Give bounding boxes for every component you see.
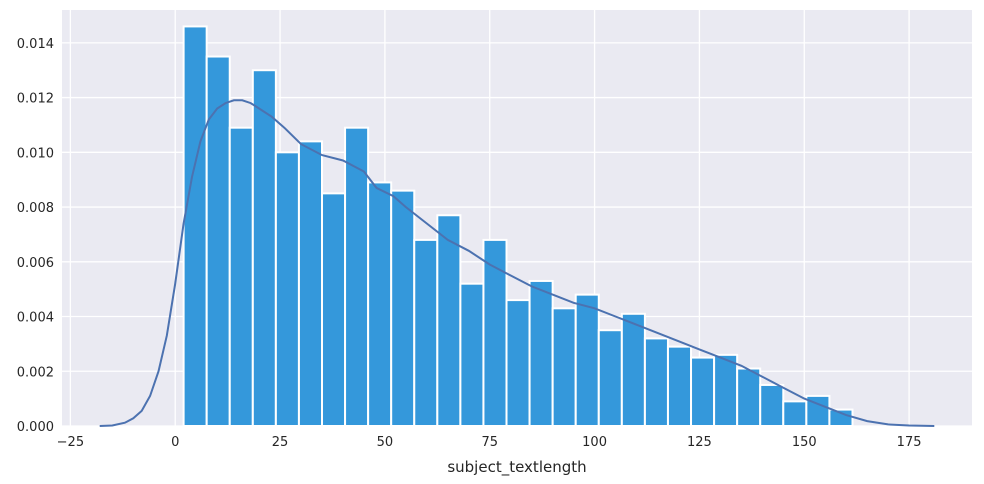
y-tick-label: 0.004	[17, 311, 54, 326]
kde-line	[99, 99, 935, 427]
x-tick-label: 175	[897, 435, 922, 450]
x-tick-label: 150	[792, 435, 817, 450]
histogram-bar	[643, 337, 669, 427]
histogram-bar	[528, 279, 554, 427]
histogram-bars	[182, 25, 854, 428]
y-tick-label: 0.012	[17, 92, 54, 107]
histogram-bar	[390, 189, 416, 427]
histogram-bar	[713, 353, 739, 427]
y-tick-label: 0.002	[17, 365, 54, 380]
histogram-bar	[690, 356, 716, 427]
histogram-bar	[251, 69, 277, 427]
histogram-bar	[367, 181, 393, 427]
histogram-bar	[574, 293, 600, 428]
histogram-bar	[228, 126, 254, 428]
x-tick-label: 25	[272, 435, 289, 450]
histogram-bar	[736, 367, 762, 427]
histogram-bar	[274, 151, 300, 427]
x-tick-label: 0	[171, 435, 179, 450]
y-tick-label: 0.010	[17, 146, 54, 161]
histogram-bar	[436, 214, 462, 427]
y-tick-label: 0.008	[17, 201, 54, 216]
histogram-bar	[666, 345, 693, 428]
x-tick-label: −25	[57, 435, 84, 450]
histogram-bar	[551, 307, 577, 428]
histogram-bar	[297, 140, 324, 428]
histogram-bar	[782, 400, 808, 427]
x-tick-label: 125	[687, 435, 712, 450]
x-axis-ticks: −25 0 25 50 75 100 125 150 175	[57, 435, 922, 450]
y-tick-label: 0.000	[17, 420, 54, 435]
histogram-bar	[620, 312, 646, 427]
histogram-bar	[459, 282, 485, 427]
histogram-bar	[182, 25, 208, 428]
x-tick-label: 50	[377, 435, 394, 450]
y-tick-label: 0.014	[17, 37, 54, 52]
y-tick-label: 0.006	[17, 256, 54, 271]
histogram-bar	[505, 299, 531, 427]
x-axis-label: subject_textlength	[447, 458, 586, 477]
histogram-bar	[413, 238, 439, 427]
histogram-bar	[597, 329, 623, 428]
y-axis-ticks: 0.000 0.002 0.004 0.006 0.008 0.010 0.012 0.014	[17, 37, 54, 435]
histogram-bar	[759, 383, 785, 427]
x-tick-label: 100	[582, 435, 607, 450]
x-tick-label: 75	[481, 435, 498, 450]
histogram-bar	[321, 192, 347, 427]
histogram-bar	[205, 55, 231, 428]
